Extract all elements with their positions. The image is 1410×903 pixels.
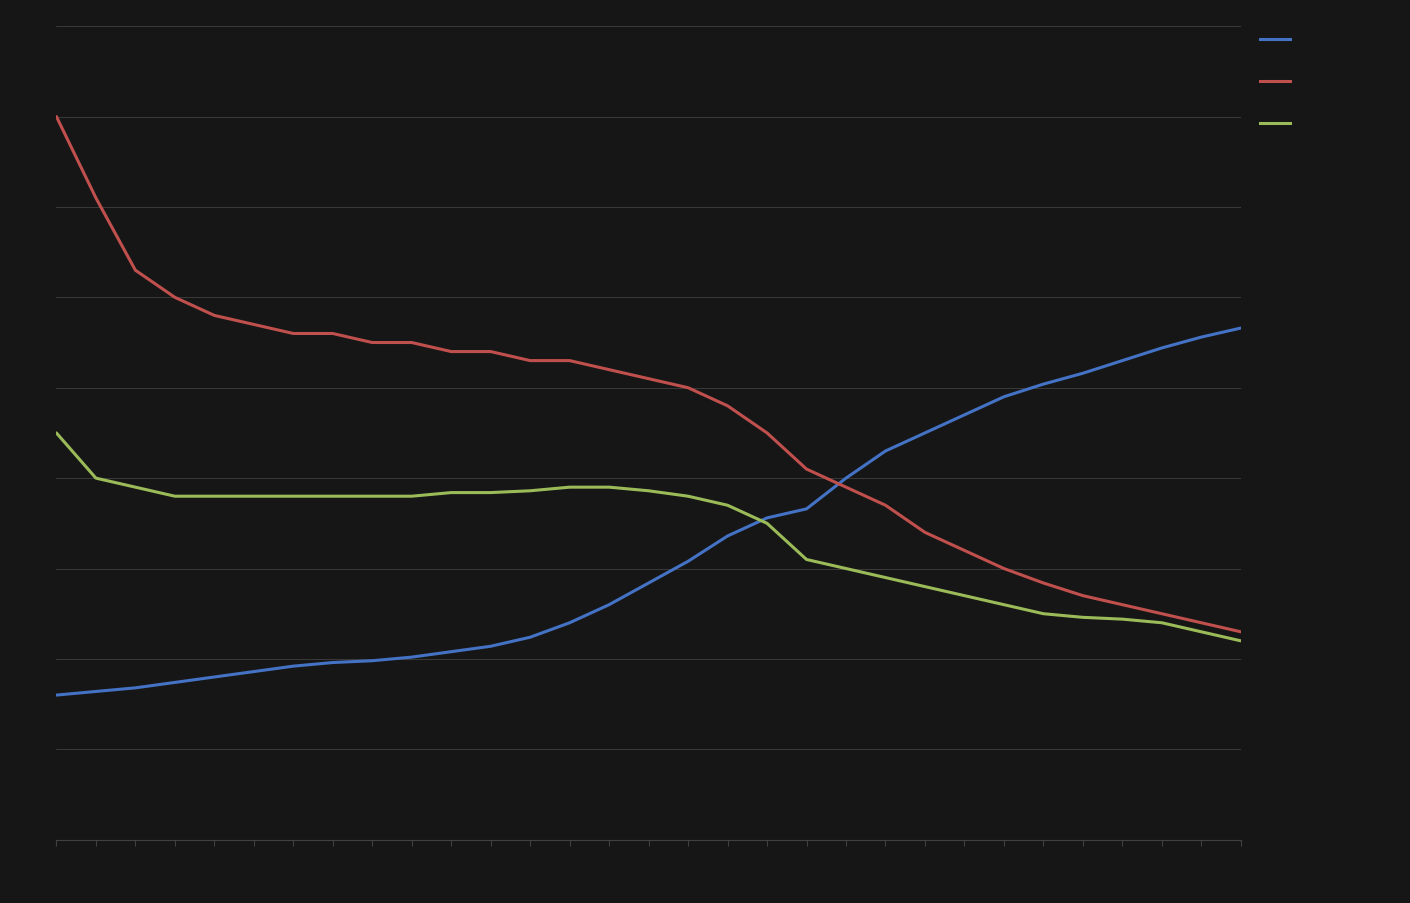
Legend: , , : , , [1259,34,1297,132]
